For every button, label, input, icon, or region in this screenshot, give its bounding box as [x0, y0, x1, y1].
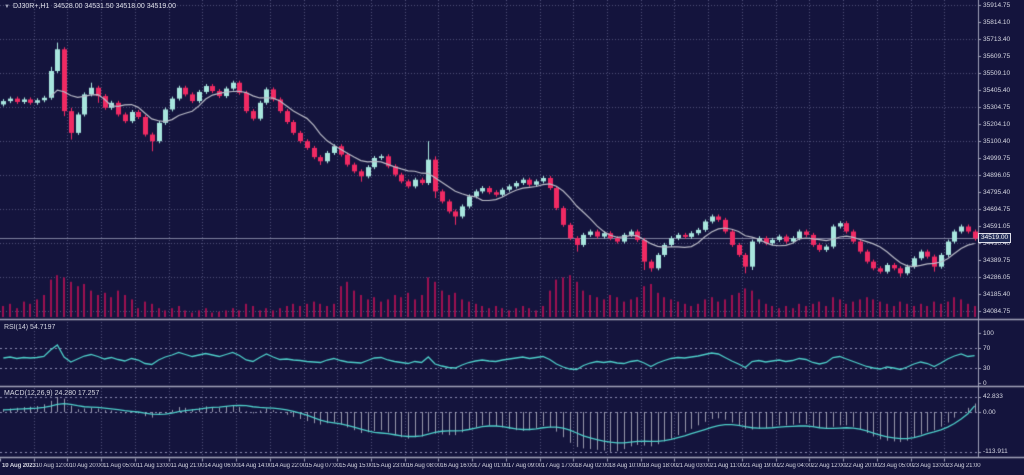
time-axis-label: 21 Aug 19:00 [743, 463, 779, 469]
macd-scale-label: 0.00 [983, 408, 996, 416]
time-axis-label: 23 Aug 05:00 [878, 463, 913, 469]
price-axis-label: 34591.05 [983, 222, 1011, 230]
current-price-tag: 34519.00 [978, 233, 1012, 244]
price-axis-label: 34286.05 [983, 273, 1011, 281]
time-axis-label: 21 Aug 11:00 [710, 463, 744, 469]
rsi-scale-label: 30 [983, 364, 991, 372]
time-axis-label: 16 Aug 08:00 [406, 463, 441, 469]
time-axis-label: 18 Aug 02:00 [575, 463, 610, 469]
time-axis-label: 16 Aug 16:00 [440, 463, 475, 469]
time-axis-label: 22 Aug 20:00 [845, 463, 880, 469]
price-axis-label: 34896.05 [983, 171, 1011, 179]
price-axis-label: 35509.10 [983, 69, 1011, 77]
price-axis-label: 35204.10 [983, 120, 1011, 128]
time-axis-label: 15 Aug 07:00 [305, 463, 340, 469]
chart-menu-icon[interactable]: ▼ [4, 4, 10, 10]
chart-title-bar: ▼ DJ30R+,H1 34528.00 34531.50 34518.00 345… [4, 3, 176, 10]
rsi-scale-label: 100 [983, 329, 994, 337]
macd-scale-label: -113.911 [983, 448, 1008, 456]
time-axis-label: 22 Aug 12:00 [811, 463, 846, 469]
price-axis-label: 34185.40 [983, 290, 1011, 298]
time-axis-label: 15 Aug 23:00 [372, 463, 408, 469]
rsi-scale-label: 70 [983, 344, 991, 352]
time-axis-label: 18 Aug 18:00 [642, 463, 677, 469]
price-axis-label: 35609.75 [983, 52, 1011, 60]
price-axis-label: 35100.40 [983, 137, 1011, 145]
price-axis-label: 35814.10 [983, 18, 1011, 26]
time-axis-label: 11 Aug 21:00 [170, 463, 205, 469]
price-axis-label: 34999.75 [983, 154, 1011, 162]
price-axis-label: 35914.75 [983, 1, 1011, 9]
time-axis-label: 10 Aug 12:00 [35, 463, 70, 469]
price-axis-label: 34389.75 [983, 256, 1011, 264]
time-axis-label: 14 Aug 14:00 [238, 463, 273, 469]
time-axis-label: 23 Aug 13:00 [912, 463, 947, 469]
time-axis-label: 23 Aug 21:00 [946, 463, 981, 469]
rsi-indicator-label: RSI(14) 54.7197 [4, 324, 56, 331]
symbol-timeframe-label: DJ30R+,H1 [12, 3, 50, 10]
time-axis-label: 18 Aug 10:00 [609, 463, 644, 469]
time-axis-label: 10 Aug 2023 [2, 463, 36, 469]
time-axis-label: 10 Aug 20:00 [69, 463, 104, 469]
time-axis-label: 21 Aug 03:00 [676, 463, 711, 469]
macd-indicator-label: MACD(12,26,9) 24.280 17.257 [4, 390, 100, 397]
rsi-scale-label: 0 [983, 379, 987, 387]
time-axis-label: 17 Aug 17:00 [541, 463, 576, 469]
time-axis-label: 14 Aug 06:00 [204, 463, 239, 469]
price-axis-label: 35304.75 [983, 103, 1011, 111]
price-axis-label: 34795.40 [983, 188, 1011, 196]
time-axis-label: 15 Aug 15:00 [339, 463, 374, 469]
price-axis-label: 35405.40 [983, 86, 1011, 94]
current-price-value: 34519.00 [981, 234, 1009, 242]
time-axis-label: 22 Aug 04:00 [777, 463, 812, 469]
time-axis-label: 14 Aug 22:00 [271, 463, 306, 469]
ohlc-values: 34528.00 34531.50 34518.00 34519.00 [53, 3, 176, 10]
price-axis-label: 34694.75 [983, 205, 1011, 213]
time-axis-label: 11 Aug 05:00 [103, 463, 137, 469]
time-axis-label: 17 Aug 01:00 [474, 463, 509, 469]
macd-scale-label: 42.833 [983, 393, 1003, 401]
price-axis-label: 34084.75 [983, 307, 1011, 315]
time-axis-label: 11 Aug 13:00 [136, 463, 171, 469]
price-axis-label: 35713.40 [983, 35, 1011, 43]
time-axis-label: 17 Aug 09:00 [507, 463, 543, 469]
